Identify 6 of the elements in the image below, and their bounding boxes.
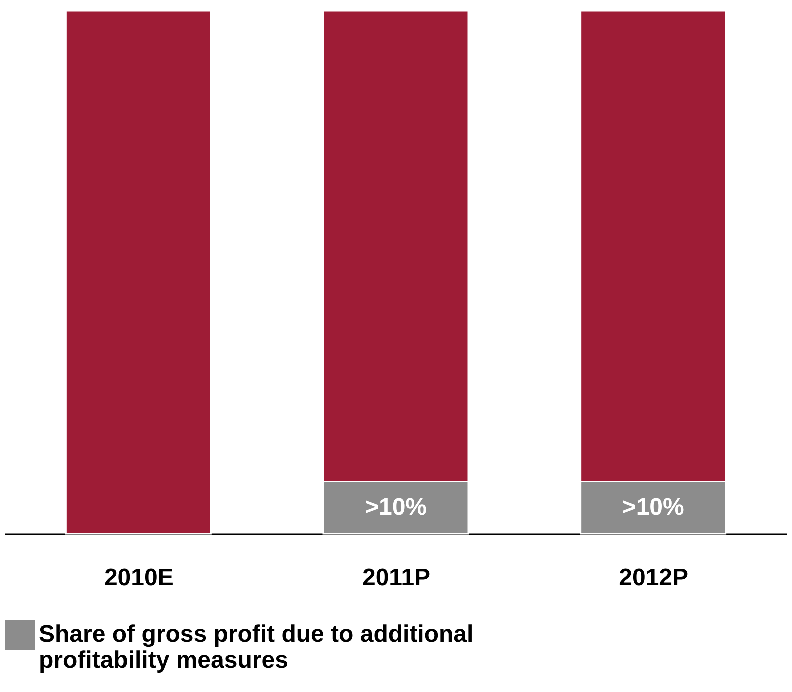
x-tick-label: 2010E (104, 564, 174, 592)
x-tick-label: 2011P (362, 564, 431, 592)
data-label: >10% (622, 494, 684, 521)
x-tick-label: 2012P (619, 564, 689, 592)
legend-label: Share of gross profit due to additional profitability measures (39, 621, 474, 674)
data-label: >10% (364, 494, 428, 521)
